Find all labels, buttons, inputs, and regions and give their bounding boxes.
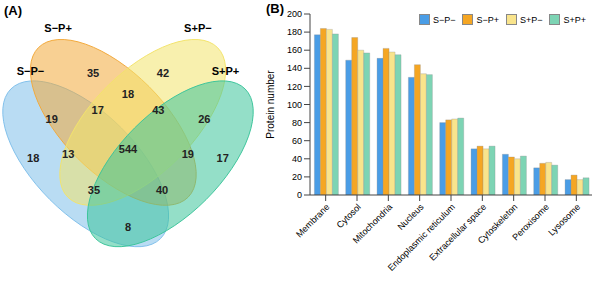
svg-text:120: 120: [287, 82, 302, 92]
html-text:S−P−: S−P−: [432, 14, 456, 25]
svg-text:544: 544: [119, 143, 138, 155]
svg-text:160: 160: [287, 45, 302, 55]
svg-text:S−P−: S−P−: [17, 65, 45, 77]
svg-text:19: 19: [182, 148, 194, 160]
svg-text:Extracellular space: Extracellular space: [427, 202, 488, 263]
svg-text:S+P−: S+P−: [184, 22, 212, 34]
svg-text:18: 18: [27, 152, 39, 164]
svg-text:Peroxisome: Peroxisome: [510, 202, 551, 243]
svg-text:40: 40: [292, 154, 302, 164]
html-text:(B): (B): [266, 1, 284, 16]
svg-text:60: 60: [292, 136, 302, 146]
svg-text:0: 0: [297, 190, 302, 200]
svg-text:Mitochondria: Mitochondria: [351, 202, 395, 246]
svg-text:35: 35: [88, 184, 100, 196]
svg-text:26: 26: [198, 113, 210, 125]
svg-text:18: 18: [122, 88, 134, 100]
svg-text:42: 42: [157, 67, 169, 79]
svg-text:43: 43: [152, 104, 164, 116]
svg-text:180: 180: [287, 27, 302, 37]
svg-text:100: 100: [287, 100, 302, 110]
html-text:S+P+: S+P+: [563, 14, 586, 25]
svg-text:40: 40: [156, 184, 168, 196]
svg-text:Endoplasmic reticulum: Endoplasmic reticulum: [385, 201, 457, 273]
svg-text:17: 17: [91, 104, 103, 116]
svg-text:200: 200: [287, 9, 302, 19]
svg-text:35: 35: [87, 67, 99, 79]
html-text:S+P−: S+P−: [519, 14, 543, 25]
svg-text:Lysosome: Lysosome: [546, 202, 582, 238]
svg-text:19: 19: [45, 113, 57, 125]
svg-text:Cytoskeleton: Cytoskeleton: [475, 201, 520, 246]
svg-text:(A): (A): [8, 3, 22, 18]
svg-text:8: 8: [125, 221, 131, 233]
svg-text:S+P+: S+P+: [212, 65, 240, 77]
svg-text:Membrane: Membrane: [294, 202, 331, 239]
html-text:S−P+: S−P+: [476, 14, 499, 25]
svg-text:S−P+: S−P+: [44, 22, 72, 34]
svg-text:20: 20: [292, 172, 302, 182]
svg-text:Nucleus: Nucleus: [396, 202, 426, 232]
svg-text:80: 80: [292, 118, 302, 128]
svg-text:13: 13: [62, 148, 74, 160]
svg-text:Cytosol: Cytosol: [335, 202, 363, 230]
svg-text:140: 140: [287, 63, 302, 73]
svg-text:17: 17: [217, 152, 229, 164]
svg-text:Protein number: Protein number: [265, 70, 276, 139]
